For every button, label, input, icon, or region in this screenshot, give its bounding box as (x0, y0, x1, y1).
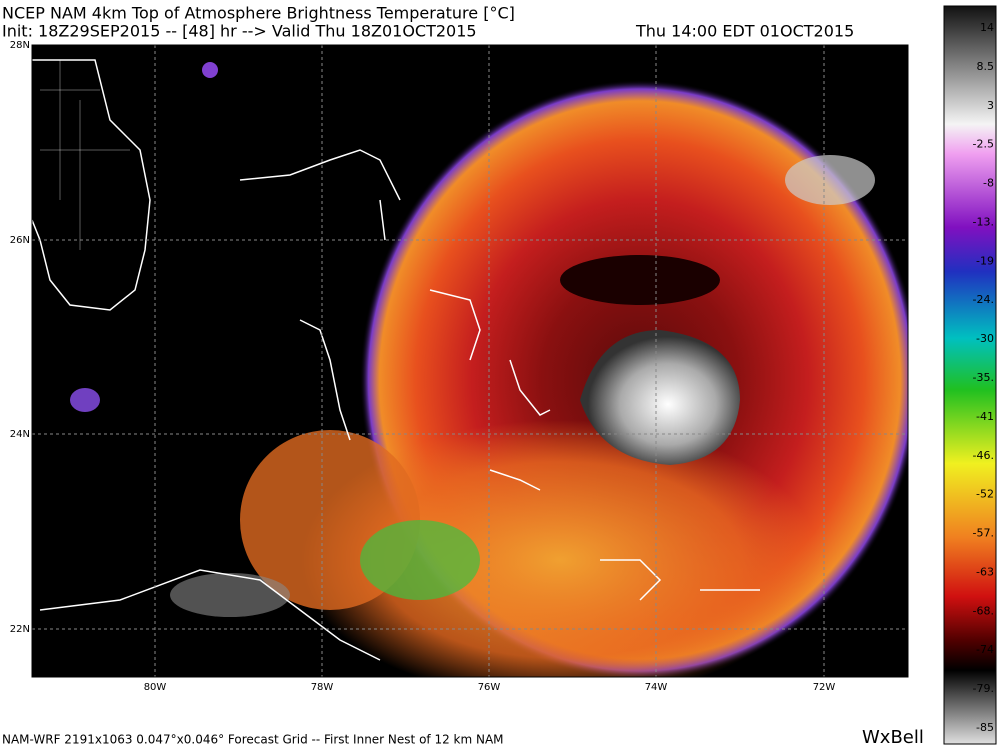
colorbar-label: -52 (976, 488, 994, 501)
valid-time: Thu 14:00 EDT 01OCT2015 (635, 22, 854, 41)
lon-label: 78W (311, 682, 334, 693)
cloud-patch (785, 155, 875, 205)
colorbar-label: -8 (983, 177, 994, 190)
storm-core (580, 330, 740, 465)
colorbar-label: -35. (973, 371, 994, 384)
storm-band (300, 420, 820, 677)
colorbar-label: 14 (980, 21, 994, 34)
colorbar-label: -46. (973, 449, 994, 462)
colorbar-label: -63 (976, 565, 994, 578)
lon-label: 72W (813, 682, 836, 693)
cloud-patch (70, 388, 100, 412)
colorbar-label: -68. (973, 604, 994, 617)
colorbar-label: 3 (987, 99, 994, 112)
lon-label: 74W (645, 682, 668, 693)
colorbar-label: -30 (976, 332, 994, 345)
colorbar-label: -24. (973, 293, 994, 306)
colorbar-label: -79. (973, 682, 994, 695)
logo: WxBell (862, 727, 924, 748)
init-line: Init: 18Z29SEP2015 -- [48] hr --> Valid … (2, 22, 477, 41)
colorbar-label: 8.5 (977, 60, 995, 73)
map-frame (31, 44, 909, 678)
grid-info: NAM-WRF 2191x1063 0.047°x0.046° Forecast… (2, 733, 504, 747)
colorbar-label: -85 (976, 721, 994, 734)
colorbar-label: -13. (973, 215, 994, 228)
graticule (32, 45, 908, 677)
colorbar-label: -57. (973, 527, 994, 540)
lat-label: 24N (10, 429, 30, 440)
colorbar-label: -74 (976, 643, 994, 656)
lon-label: 76W (478, 682, 501, 693)
lat-label: 26N (10, 235, 30, 246)
lat-label: 22N (10, 624, 30, 635)
colorbar-label: -41 (976, 410, 994, 423)
cloud-patch (170, 573, 290, 617)
lon-label: 80W (144, 682, 167, 693)
county-lines (40, 60, 130, 250)
map-area (32, 45, 908, 677)
coastlines (32, 59, 760, 661)
colorbar-label: -2.5 (973, 138, 994, 151)
colorbar (943, 5, 997, 745)
lat-label: 28N (10, 40, 30, 51)
cold-top (560, 255, 720, 305)
cloud-band (360, 520, 480, 600)
colorbar-label: -19 (976, 254, 994, 267)
cloud-patch (202, 62, 218, 78)
title: NCEP NAM 4km Top of Atmosphere Brightnes… (2, 4, 515, 23)
